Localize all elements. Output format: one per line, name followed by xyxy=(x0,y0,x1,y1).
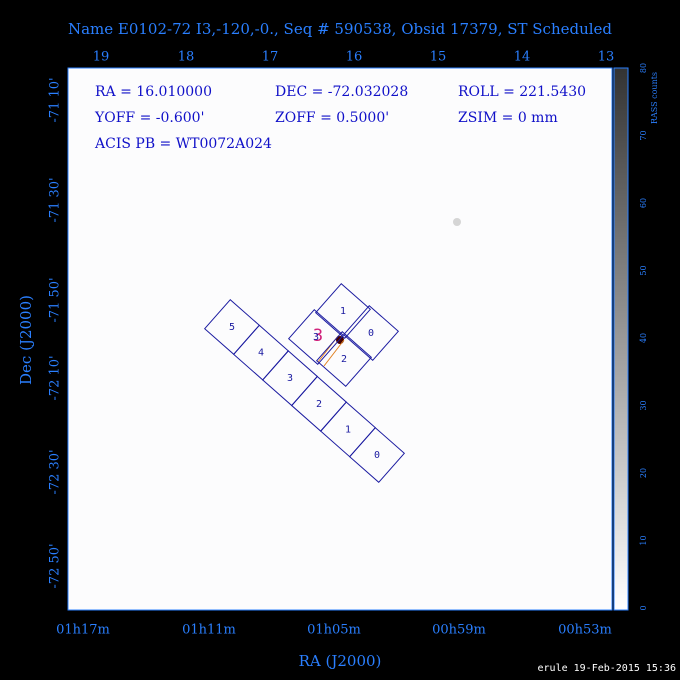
info-text: ROLL = 221.5430 xyxy=(458,84,586,100)
left-tick-label: -71 50' xyxy=(48,277,63,322)
bottom-tick-label: 01h05m xyxy=(307,623,361,638)
bottom-tick-label: 01h11m xyxy=(182,623,236,638)
chip-label: 3 xyxy=(287,373,293,384)
info-text: ACIS PB = WT0072A024 xyxy=(94,136,272,152)
chip-label: 0 xyxy=(374,450,380,461)
left-tick-label: -71 30' xyxy=(48,177,63,222)
chip-label: 5 xyxy=(229,322,235,333)
title: Name E0102-72 I3,-120,-0., Seq # 590538,… xyxy=(68,20,612,38)
x-label: RA (J2000) xyxy=(299,652,382,670)
marker xyxy=(323,339,345,367)
bottom-tick-label: 00h53m xyxy=(558,623,612,638)
info-text: ZOFF = 0.5000' xyxy=(275,110,389,126)
bottom-tick-label: 01h17m xyxy=(56,623,110,638)
chip-label: 1 xyxy=(345,424,351,435)
chip xyxy=(342,304,400,362)
colorbar-tick-label: 0 xyxy=(639,605,648,610)
y-label: Dec (J2000) xyxy=(17,295,35,385)
top-tick-label: 13 xyxy=(598,50,615,65)
info-text: RA = 16.010000 xyxy=(95,84,212,100)
chip-label: 4 xyxy=(258,348,264,359)
top-tick-label: 19 xyxy=(93,50,110,65)
top-tick-label: 14 xyxy=(514,50,531,65)
top-tick-label: 15 xyxy=(430,50,447,65)
colorbar-tick-label: 80 xyxy=(639,63,648,73)
colorbar-tick-label: 50 xyxy=(639,265,648,275)
colorbar-tick-label: 40 xyxy=(639,333,648,343)
chip-label: 1 xyxy=(340,306,346,317)
colorbar-tick-label: 70 xyxy=(639,130,648,140)
chip-label: 2 xyxy=(316,399,322,410)
left-tick-label: -72 30' xyxy=(48,449,63,494)
left-tick-label: -71 10' xyxy=(48,77,63,122)
colorbar xyxy=(613,67,629,611)
source xyxy=(453,218,461,226)
chip xyxy=(315,330,373,388)
chip-label: 0 xyxy=(368,328,374,339)
chip xyxy=(314,282,372,340)
footer: erule 19-Feb-2015 15:36 xyxy=(538,663,676,674)
colorbar-tick-label: 20 xyxy=(639,468,648,478)
aimpoint-label: 3 xyxy=(313,326,323,346)
colorbar-tick-label: 10 xyxy=(639,535,648,545)
chip xyxy=(348,426,406,484)
chip xyxy=(287,308,345,366)
colorbar-label: RASS counts xyxy=(650,72,659,124)
chip-label: 3 xyxy=(313,332,319,343)
top-tick-label: 16 xyxy=(346,50,363,65)
info-text: YOFF = -0.600' xyxy=(94,110,204,126)
top-tick-label: 18 xyxy=(178,50,195,65)
top-tick-label: 17 xyxy=(262,50,279,65)
left-tick-label: -72 10' xyxy=(48,355,63,400)
bottom-tick-label: 00h59m xyxy=(432,623,486,638)
colorbar-tick-label: 30 xyxy=(639,400,648,410)
left-tick-label: -72 50' xyxy=(48,543,63,588)
colorbar-tick-label: 60 xyxy=(639,198,648,208)
info-text: DEC = -72.032028 xyxy=(275,84,408,100)
chip-label: 2 xyxy=(341,354,347,365)
info-text: ZSIM = 0 mm xyxy=(458,110,558,126)
